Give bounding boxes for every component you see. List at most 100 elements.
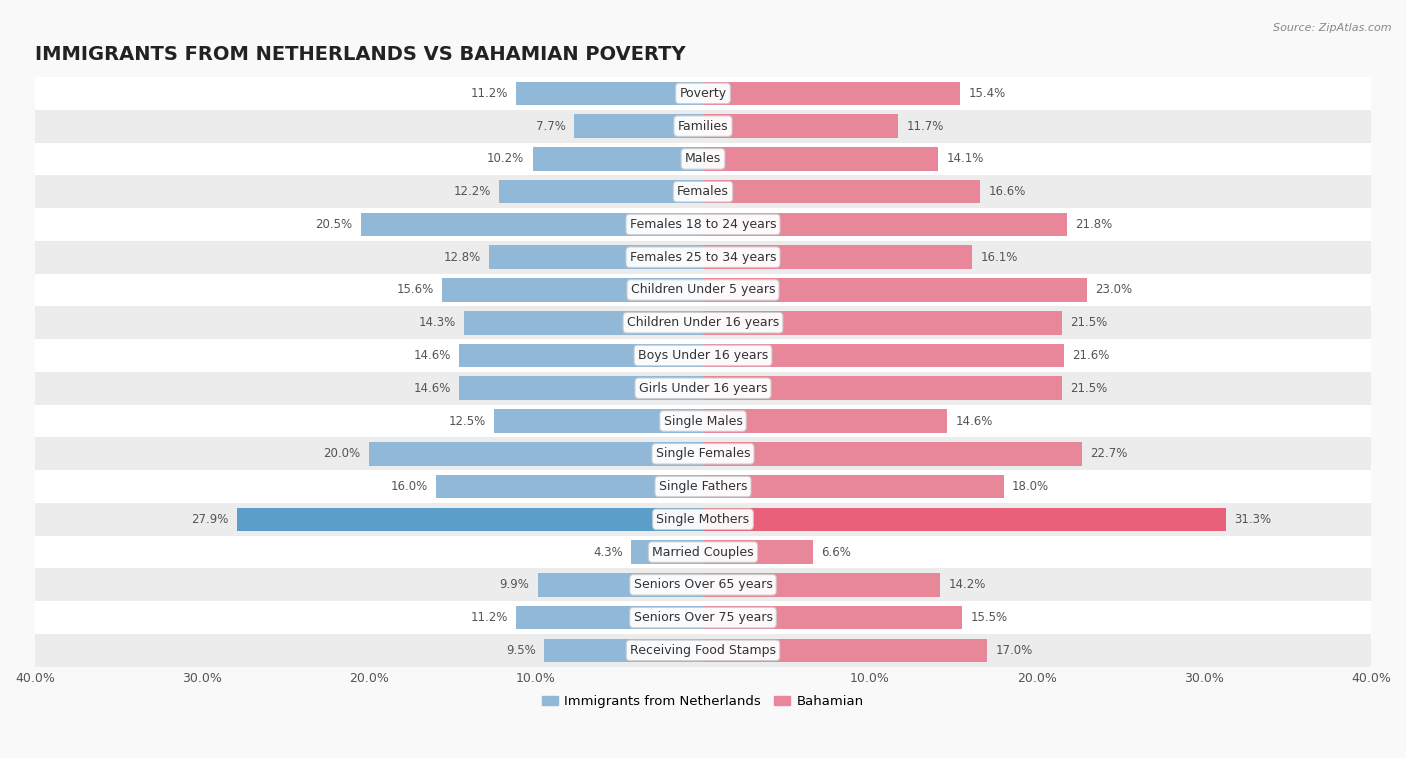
Bar [703,638,987,662]
Text: 14.6%: 14.6% [413,382,451,395]
Text: 9.5%: 9.5% [506,644,536,657]
Bar [464,311,703,334]
Text: 7.7%: 7.7% [536,120,567,133]
Text: Single Females: Single Females [655,447,751,460]
Text: 15.4%: 15.4% [969,87,1005,100]
Text: 14.3%: 14.3% [419,316,456,329]
Text: 9.9%: 9.9% [499,578,529,591]
Text: 11.2%: 11.2% [470,87,508,100]
Text: Poverty: Poverty [679,87,727,100]
Bar [703,508,1226,531]
Bar [35,110,1371,143]
Bar [35,568,1371,601]
Bar [35,372,1371,405]
Bar [516,82,703,105]
Bar [703,180,980,203]
Text: 27.9%: 27.9% [191,513,229,526]
Text: 21.6%: 21.6% [1073,349,1109,362]
Text: 21.8%: 21.8% [1076,218,1112,231]
Bar [436,475,703,498]
Bar [499,180,703,203]
Bar [703,311,1062,334]
Bar [238,508,703,531]
Text: 21.5%: 21.5% [1070,316,1108,329]
Bar [516,606,703,629]
Bar [703,442,1083,465]
Bar [703,147,938,171]
Bar [35,405,1371,437]
Text: 16.6%: 16.6% [988,185,1026,198]
Bar [460,343,703,368]
Bar [703,213,1067,236]
Text: 20.0%: 20.0% [323,447,360,460]
Bar [703,278,1087,302]
Text: Females 25 to 34 years: Females 25 to 34 years [630,251,776,264]
Text: 14.6%: 14.6% [413,349,451,362]
Text: 20.5%: 20.5% [315,218,353,231]
Text: 31.3%: 31.3% [1234,513,1271,526]
Text: 14.2%: 14.2% [949,578,986,591]
Text: 10.2%: 10.2% [486,152,524,165]
Bar [703,540,813,564]
Bar [35,77,1371,110]
Text: Source: ZipAtlas.com: Source: ZipAtlas.com [1274,23,1392,33]
Text: Females 18 to 24 years: Females 18 to 24 years [630,218,776,231]
Bar [35,536,1371,568]
Bar [35,339,1371,372]
Text: 17.0%: 17.0% [995,644,1032,657]
Bar [703,409,946,433]
Legend: Immigrants from Netherlands, Bahamian: Immigrants from Netherlands, Bahamian [537,690,869,713]
Bar [360,213,703,236]
Text: 6.6%: 6.6% [821,546,852,559]
Bar [703,82,960,105]
Bar [703,246,972,269]
Bar [35,175,1371,208]
Text: 12.2%: 12.2% [454,185,491,198]
Bar [703,343,1064,368]
Bar [703,573,941,597]
Bar [35,241,1371,274]
Text: Females: Females [678,185,728,198]
Bar [35,601,1371,634]
Text: 4.3%: 4.3% [593,546,623,559]
Bar [489,246,703,269]
Bar [537,573,703,597]
Text: 16.1%: 16.1% [980,251,1018,264]
Bar [703,377,1062,400]
Bar [544,638,703,662]
Bar [368,442,703,465]
Text: Single Males: Single Males [664,415,742,428]
Text: Families: Families [678,120,728,133]
Text: 11.7%: 11.7% [907,120,945,133]
Bar [575,114,703,138]
Bar [495,409,703,433]
Bar [35,634,1371,667]
Bar [703,475,1004,498]
Bar [703,114,898,138]
Text: 11.2%: 11.2% [470,611,508,624]
Bar [35,208,1371,241]
Bar [631,540,703,564]
Bar [35,274,1371,306]
Text: 15.5%: 15.5% [970,611,1007,624]
Bar [35,437,1371,470]
Text: 21.5%: 21.5% [1070,382,1108,395]
Bar [35,143,1371,175]
Bar [35,470,1371,503]
Text: Single Mothers: Single Mothers [657,513,749,526]
Text: 16.0%: 16.0% [391,480,427,493]
Bar [443,278,703,302]
Text: 23.0%: 23.0% [1095,283,1133,296]
Text: Girls Under 16 years: Girls Under 16 years [638,382,768,395]
Text: 14.1%: 14.1% [946,152,984,165]
Text: Boys Under 16 years: Boys Under 16 years [638,349,768,362]
Text: 22.7%: 22.7% [1091,447,1128,460]
Text: Married Couples: Married Couples [652,546,754,559]
Text: Children Under 16 years: Children Under 16 years [627,316,779,329]
Text: Seniors Over 75 years: Seniors Over 75 years [634,611,772,624]
Text: Children Under 5 years: Children Under 5 years [631,283,775,296]
Text: IMMIGRANTS FROM NETHERLANDS VS BAHAMIAN POVERTY: IMMIGRANTS FROM NETHERLANDS VS BAHAMIAN … [35,45,686,64]
Text: 12.5%: 12.5% [449,415,486,428]
Bar [460,377,703,400]
Text: Seniors Over 65 years: Seniors Over 65 years [634,578,772,591]
